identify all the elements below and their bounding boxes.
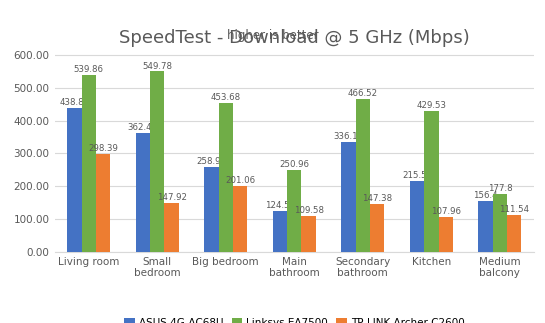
- Text: 466.52: 466.52: [348, 89, 378, 98]
- Bar: [67, 108, 82, 252]
- Bar: [424, 111, 439, 252]
- Bar: [356, 99, 370, 252]
- Text: 362.49: 362.49: [128, 123, 158, 132]
- Text: 549.78: 549.78: [142, 61, 172, 70]
- Text: 429.53: 429.53: [416, 101, 446, 110]
- Bar: [493, 193, 507, 252]
- Bar: [150, 71, 165, 252]
- Legend: ASUS 4G-AC68U, Linksys EA7500, TP-LINK Archer C2600: ASUS 4G-AC68U, Linksys EA7500, TP-LINK A…: [120, 314, 469, 323]
- Text: 109.58: 109.58: [294, 206, 324, 215]
- Text: 201.06: 201.06: [225, 176, 255, 185]
- Bar: [272, 211, 287, 252]
- Text: 107.96: 107.96: [431, 206, 461, 215]
- Bar: [204, 167, 219, 252]
- Text: 298.39: 298.39: [88, 144, 118, 153]
- Text: 177.8: 177.8: [488, 183, 512, 193]
- Bar: [96, 154, 110, 252]
- Bar: [165, 203, 179, 252]
- Text: 147.38: 147.38: [362, 193, 392, 203]
- Text: 453.68: 453.68: [211, 93, 241, 102]
- Text: 156.4: 156.4: [473, 191, 498, 200]
- Bar: [233, 186, 247, 252]
- Bar: [341, 141, 356, 252]
- Bar: [287, 170, 301, 252]
- Bar: [301, 216, 316, 252]
- Text: 147.92: 147.92: [156, 193, 186, 203]
- Text: 124.51: 124.51: [265, 201, 295, 210]
- Bar: [479, 201, 493, 252]
- Text: higher is better: higher is better: [227, 29, 318, 42]
- Bar: [82, 75, 96, 252]
- Text: 215.59: 215.59: [402, 171, 432, 180]
- Bar: [370, 203, 384, 252]
- Text: 258.98: 258.98: [196, 157, 226, 166]
- Bar: [439, 216, 453, 252]
- Text: 111.54: 111.54: [499, 205, 529, 214]
- Bar: [219, 103, 233, 252]
- Bar: [136, 133, 150, 252]
- Bar: [507, 215, 522, 252]
- Text: 539.86: 539.86: [74, 65, 104, 74]
- Text: 336.19: 336.19: [334, 131, 364, 141]
- Title: SpeedTest - Download @ 5 GHz (Mbps): SpeedTest - Download @ 5 GHz (Mbps): [119, 29, 470, 47]
- Text: 438.84: 438.84: [59, 98, 89, 107]
- Text: 250.96: 250.96: [279, 160, 310, 169]
- Bar: [410, 181, 424, 252]
